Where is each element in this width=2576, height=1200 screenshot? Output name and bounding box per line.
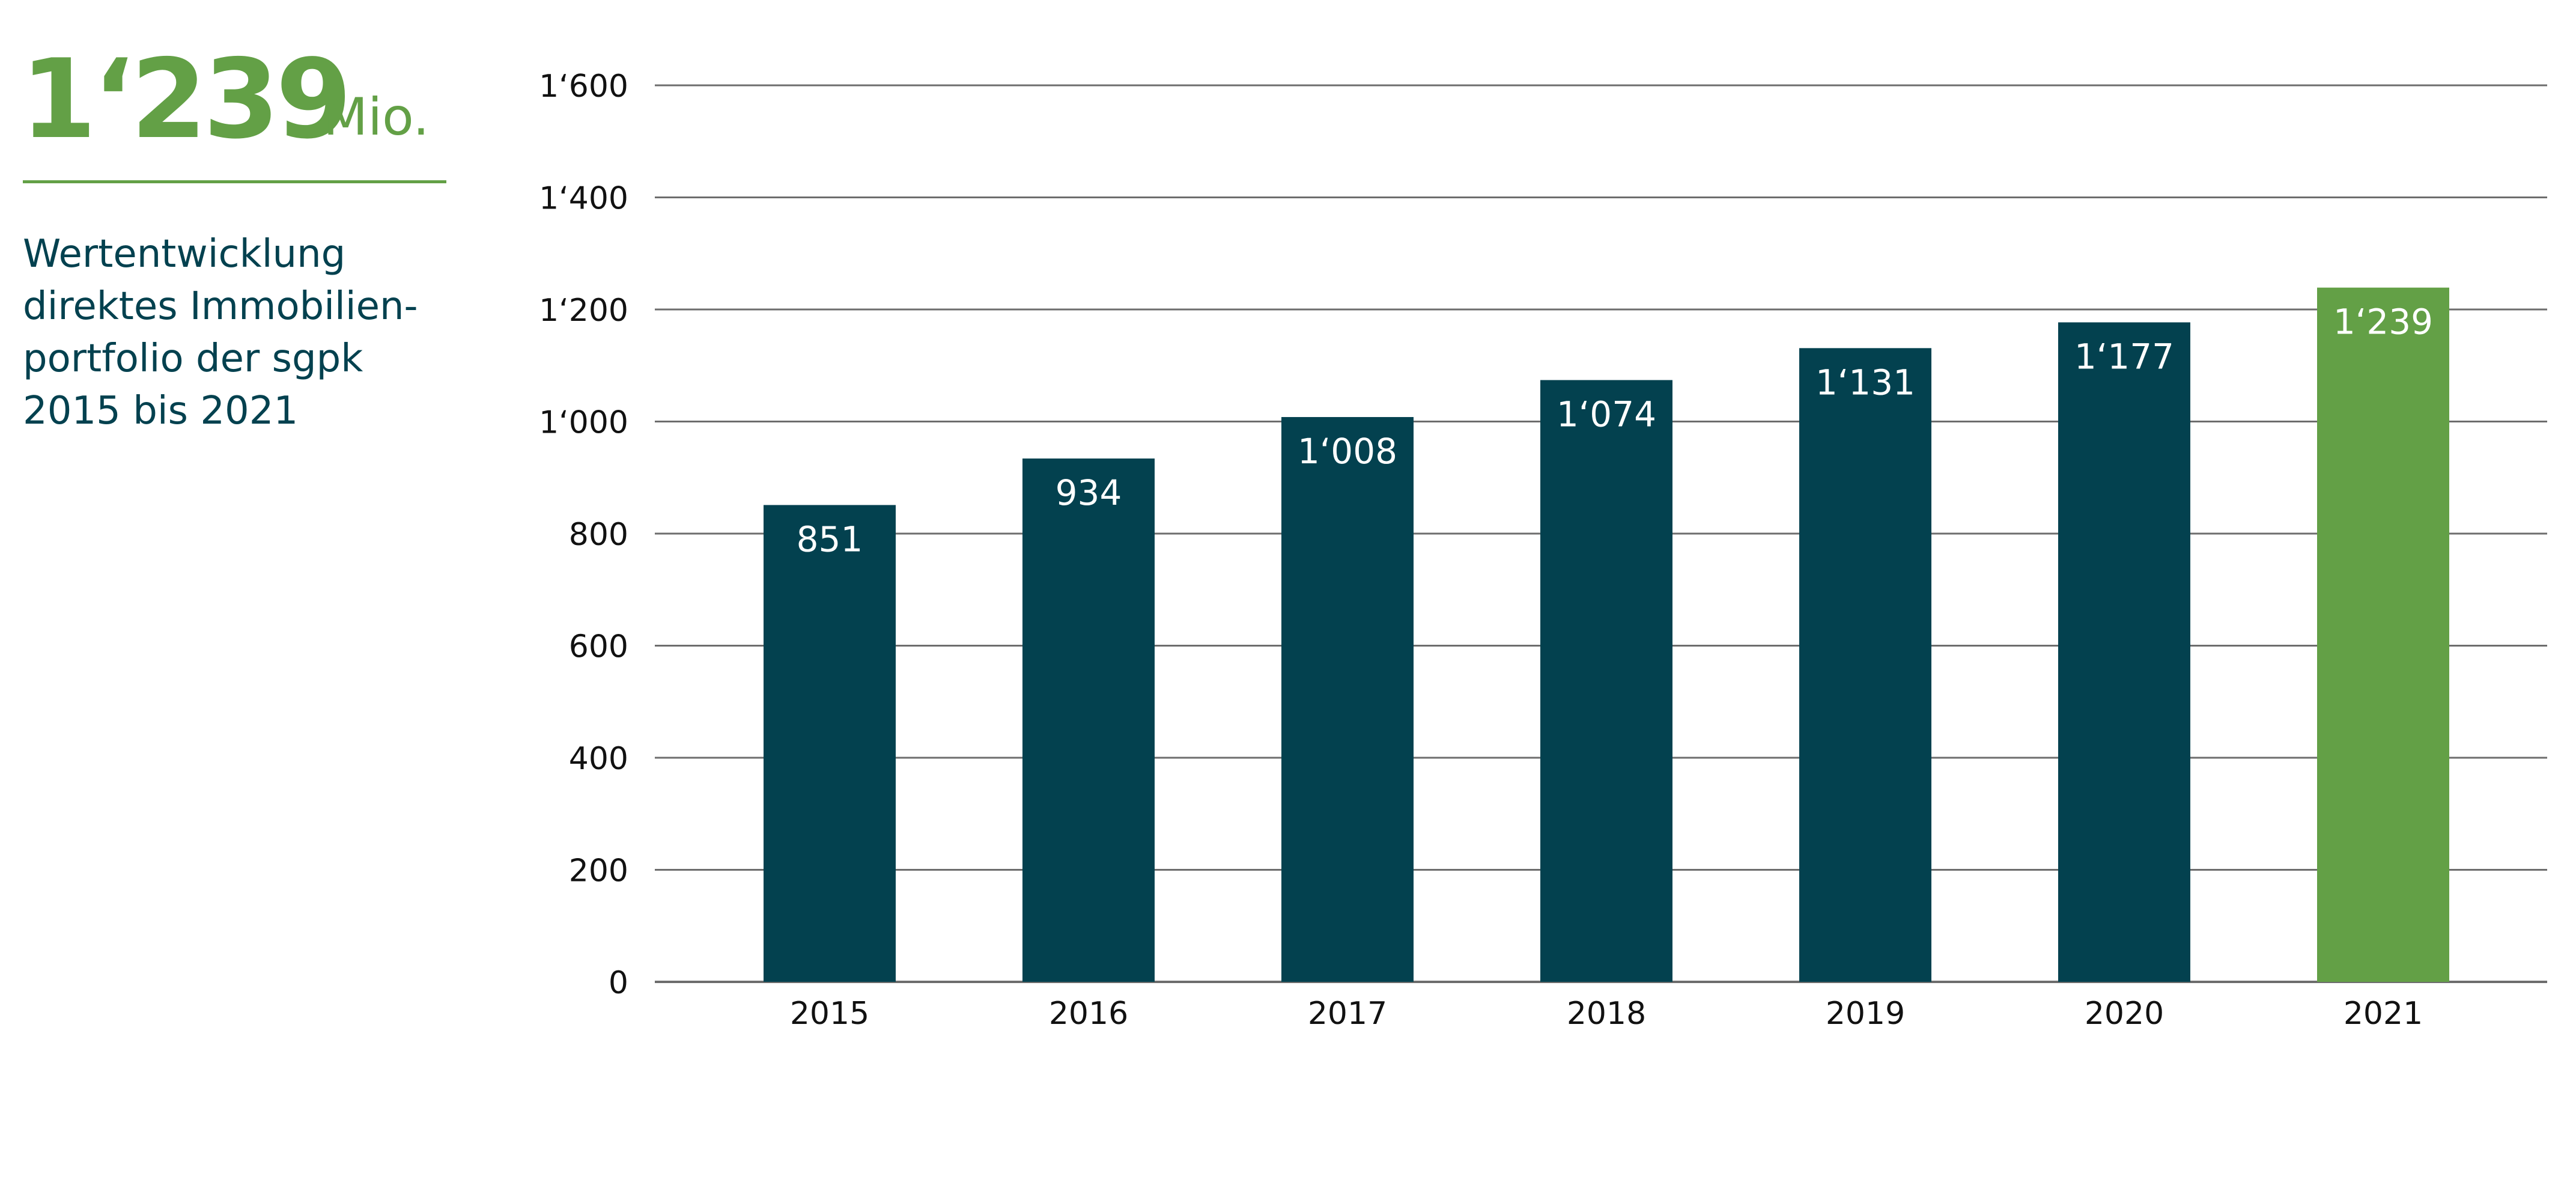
x-tick-label: 2021 xyxy=(2344,996,2423,1032)
x-axis-tick-labels: 2015 2016 2017 2018 2019 2020 2021 xyxy=(790,996,2423,1032)
kpi-panel: 1‘239 Mio. Wertentwicklung direktes Immo… xyxy=(20,35,446,433)
kpi-unit: Mio. xyxy=(323,87,430,147)
kpi-description-line: direktes Immobilien- xyxy=(23,284,418,329)
bar-2021 xyxy=(2317,287,2449,982)
kpi-divider xyxy=(23,180,446,183)
y-tick-label: 400 xyxy=(569,741,628,777)
y-axis-tick-labels: 0 200 400 600 800 1‘000 1‘200 1‘400 1‘600 xyxy=(539,69,628,1001)
y-tick-label: 800 xyxy=(569,517,628,553)
kpi-description: Wertentwicklung direktes Immobilien- por… xyxy=(23,228,455,437)
kpi-value: 1‘239 xyxy=(20,35,352,163)
bar-2020 xyxy=(2058,322,2190,982)
bar-2016 xyxy=(1022,458,1155,982)
y-tick-label: 1‘600 xyxy=(539,69,628,105)
bar-value-label: 851 xyxy=(797,519,863,559)
kpi-description-line: 2015 bis 2021 xyxy=(23,389,299,433)
bar-value-label: 1‘177 xyxy=(2074,336,2174,377)
bar-value-label: 934 xyxy=(1056,472,1122,513)
x-tick-label: 2020 xyxy=(2085,996,2164,1032)
bar-value-label: 1‘131 xyxy=(1815,362,1915,403)
x-tick-label: 2016 xyxy=(1049,996,1128,1032)
kpi-description-line: Wertentwicklung xyxy=(23,232,346,276)
kpi-headline: 1‘239 Mio. xyxy=(20,35,446,165)
y-tick-label: 600 xyxy=(569,629,628,665)
x-tick-label: 2019 xyxy=(1826,996,1905,1032)
bars xyxy=(764,287,2449,982)
bar-2017 xyxy=(1281,417,1414,982)
x-tick-label: 2018 xyxy=(1567,996,1646,1032)
bar-value-labels: 851 934 1‘008 1‘074 1‘131 1‘177 1‘239 xyxy=(797,302,2433,560)
bar-value-label: 1‘239 xyxy=(2333,302,2433,343)
bar-value-label: 1‘074 xyxy=(1557,394,1656,434)
x-tick-label: 2017 xyxy=(1308,996,1387,1032)
bar-2018 xyxy=(1540,380,1672,982)
y-tick-label: 1‘400 xyxy=(539,181,628,217)
bar-2015 xyxy=(764,505,896,982)
kpi-description-line: portfolio der sgpk xyxy=(23,337,363,381)
y-tick-label: 1‘000 xyxy=(539,405,628,441)
y-tick-label: 0 xyxy=(609,965,628,1001)
x-tick-label: 2015 xyxy=(790,996,869,1032)
y-tick-label: 200 xyxy=(569,853,628,889)
bar-value-label: 1‘008 xyxy=(1298,431,1397,472)
bar-2019 xyxy=(1799,348,1931,982)
y-tick-label: 1‘200 xyxy=(539,293,628,329)
